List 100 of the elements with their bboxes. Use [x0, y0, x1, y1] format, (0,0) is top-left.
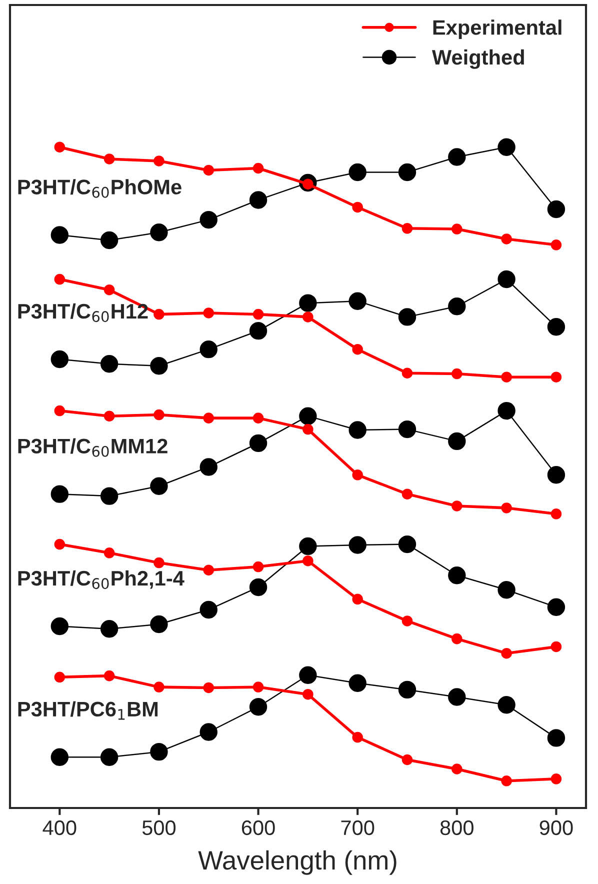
x-tick-label: 400 — [42, 820, 76, 836]
point — [452, 500, 462, 512]
point — [299, 407, 317, 425]
point — [100, 487, 118, 505]
point — [398, 163, 416, 182]
point — [302, 555, 314, 566]
point — [547, 598, 566, 616]
point — [448, 432, 466, 450]
point — [498, 270, 516, 288]
point — [448, 148, 466, 166]
point — [348, 163, 366, 182]
point — [50, 748, 69, 766]
point — [252, 162, 264, 174]
point — [249, 578, 268, 596]
annotation: P3HT/C$_{60}$MM12 — [18, 438, 168, 457]
point — [252, 308, 264, 320]
point — [550, 372, 562, 382]
point — [452, 224, 462, 234]
point — [104, 154, 115, 164]
point — [352, 594, 363, 605]
point — [352, 470, 363, 480]
legend-label: Weigthed — [432, 49, 524, 69]
point — [100, 620, 118, 638]
point — [452, 368, 462, 380]
point — [54, 274, 66, 285]
annotation: P3HT/C$_{60}$PhOMe — [18, 179, 182, 198]
point — [398, 535, 416, 554]
point — [203, 308, 214, 318]
x-tick-label: 900 — [540, 820, 573, 836]
point — [352, 202, 363, 213]
point — [249, 698, 268, 716]
point — [252, 412, 264, 424]
point — [501, 502, 512, 514]
point — [348, 292, 366, 310]
point — [50, 226, 69, 244]
point — [100, 355, 118, 373]
annotation: P3HT/C$_{60}$Ph2,1-4 — [18, 570, 184, 590]
point — [398, 308, 416, 326]
point — [501, 648, 512, 659]
point — [448, 688, 466, 706]
point — [348, 674, 366, 692]
point — [104, 670, 115, 682]
point — [398, 680, 416, 699]
point — [150, 477, 168, 495]
point — [200, 210, 218, 229]
point — [200, 458, 218, 476]
point — [154, 409, 164, 420]
point — [54, 142, 66, 152]
annotation: P3HT/PC6$_{1}$BM — [18, 701, 158, 720]
point — [150, 357, 168, 375]
point — [498, 402, 516, 420]
point — [150, 224, 168, 242]
point — [547, 318, 566, 336]
point — [448, 566, 466, 584]
point — [402, 754, 413, 766]
point — [352, 344, 363, 355]
point — [100, 748, 118, 766]
point — [200, 600, 218, 619]
point — [448, 298, 466, 316]
point — [299, 666, 317, 684]
point — [299, 537, 317, 556]
point — [154, 308, 164, 320]
point — [402, 616, 413, 626]
point — [100, 231, 118, 250]
point — [402, 488, 413, 500]
point — [550, 508, 562, 520]
legend-label: Experimental — [433, 20, 562, 40]
x-tick-label: 500 — [142, 820, 176, 836]
point — [150, 742, 168, 761]
point — [550, 641, 562, 652]
annotation: P3HT/C$_{60}$H12 — [18, 303, 148, 322]
point — [203, 564, 214, 576]
point — [54, 405, 66, 416]
point — [547, 466, 566, 484]
point — [501, 234, 512, 244]
point — [104, 548, 115, 558]
point — [104, 284, 115, 296]
point — [498, 696, 516, 714]
point — [104, 410, 115, 422]
point — [54, 538, 66, 550]
point — [150, 615, 168, 634]
point — [402, 368, 413, 379]
x-axis-title: Wavelength (nm) — [198, 850, 396, 875]
point — [200, 340, 218, 358]
point — [402, 223, 413, 234]
point — [501, 372, 512, 382]
point — [249, 191, 268, 209]
point — [252, 682, 264, 692]
point — [200, 723, 218, 741]
point — [249, 434, 268, 452]
point — [302, 688, 314, 700]
point — [501, 776, 512, 786]
x-tick-label: 700 — [341, 820, 374, 836]
point — [50, 617, 69, 636]
point — [54, 672, 66, 683]
point — [154, 557, 164, 568]
point — [154, 682, 164, 692]
x-tick-label: 800 — [440, 820, 474, 836]
point — [299, 294, 317, 312]
point — [550, 240, 562, 250]
